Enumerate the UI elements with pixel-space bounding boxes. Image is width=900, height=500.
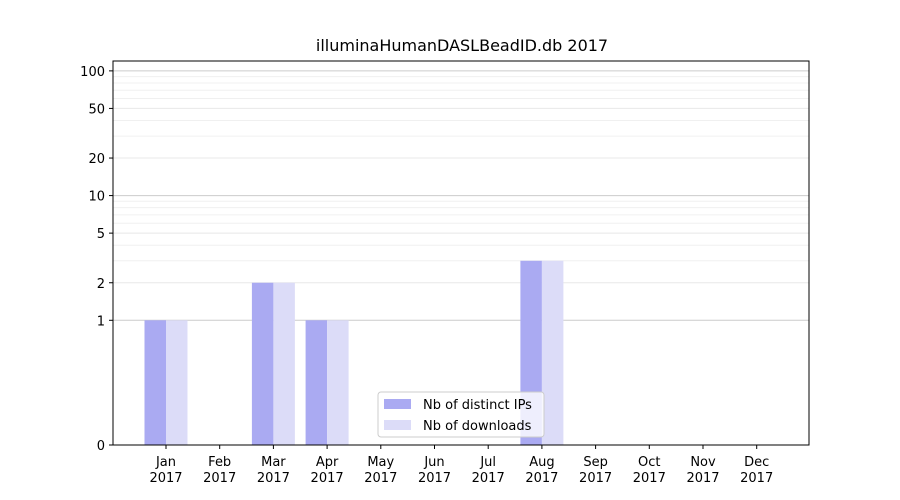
x-tick-label-year: 2017 bbox=[472, 471, 505, 486]
y-tick-label: 1 bbox=[97, 314, 105, 329]
y-tick-label: 20 bbox=[88, 152, 105, 167]
x-tick-label-year: 2017 bbox=[633, 471, 666, 486]
bar bbox=[251, 282, 274, 445]
x-tick-label-month: Oct bbox=[638, 455, 660, 470]
x-tick-label-month: Jul bbox=[479, 455, 496, 470]
x-tick-label-month: Jan bbox=[155, 455, 176, 470]
x-tick-label-year: 2017 bbox=[525, 471, 558, 486]
x-tick-label-year: 2017 bbox=[364, 471, 397, 486]
bar bbox=[305, 320, 328, 445]
x-axis: Jan2017Feb2017Mar2017Apr2017May2017Jun20… bbox=[149, 445, 773, 486]
x-tick-label-year: 2017 bbox=[311, 471, 344, 486]
y-tick-label: 5 bbox=[97, 227, 105, 242]
y-tick-label: 0 bbox=[97, 439, 105, 454]
legend-box bbox=[377, 391, 545, 438]
y-tick-label: 100 bbox=[80, 65, 105, 80]
bar bbox=[144, 320, 166, 445]
x-tick-label-month: Feb bbox=[208, 455, 231, 470]
legend-label-distinct-ips: Nb of distinct IPs bbox=[423, 398, 532, 413]
x-tick-label-year: 2017 bbox=[149, 471, 182, 486]
x-tick-label-month: Nov bbox=[690, 455, 716, 470]
x-tick-label-month: May bbox=[367, 455, 394, 470]
x-tick-label-month: Dec bbox=[744, 455, 769, 470]
x-tick-label-month: Jun bbox=[423, 455, 444, 470]
chart-title: illuminaHumanDASLBeadID.db 2017 bbox=[316, 36, 608, 55]
x-tick-label-month: Sep bbox=[583, 455, 608, 470]
legend-swatch-distinct-ips bbox=[384, 399, 411, 409]
plot-frame bbox=[112, 60, 810, 446]
x-tick-label-year: 2017 bbox=[686, 471, 719, 486]
y-tick-label: 2 bbox=[97, 277, 105, 292]
bar bbox=[541, 260, 564, 445]
x-tick-label-year: 2017 bbox=[579, 471, 612, 486]
legend: Nb of distinct IPs Nb of downloads bbox=[377, 391, 545, 438]
x-tick-label-year: 2017 bbox=[740, 471, 773, 486]
x-tick-label-year: 2017 bbox=[203, 471, 236, 486]
x-tick-label-year: 2017 bbox=[257, 471, 290, 486]
bar bbox=[273, 282, 295, 445]
bar bbox=[166, 320, 188, 445]
x-tick-label-month: Aug bbox=[529, 455, 554, 470]
x-tick-label-month: Mar bbox=[261, 455, 286, 470]
y-tick-label: 50 bbox=[88, 102, 105, 117]
bar bbox=[327, 320, 349, 445]
y-axis: 0 1 2 5 10 20 50 100 bbox=[80, 65, 113, 454]
y-tick-label: 10 bbox=[88, 190, 105, 205]
legend-label-downloads: Nb of downloads bbox=[423, 419, 532, 434]
x-tick-label-month: Apr bbox=[316, 455, 339, 470]
legend-swatch-downloads bbox=[384, 420, 411, 430]
grid-layer bbox=[113, 70, 809, 321]
x-tick-label-year: 2017 bbox=[418, 471, 451, 486]
